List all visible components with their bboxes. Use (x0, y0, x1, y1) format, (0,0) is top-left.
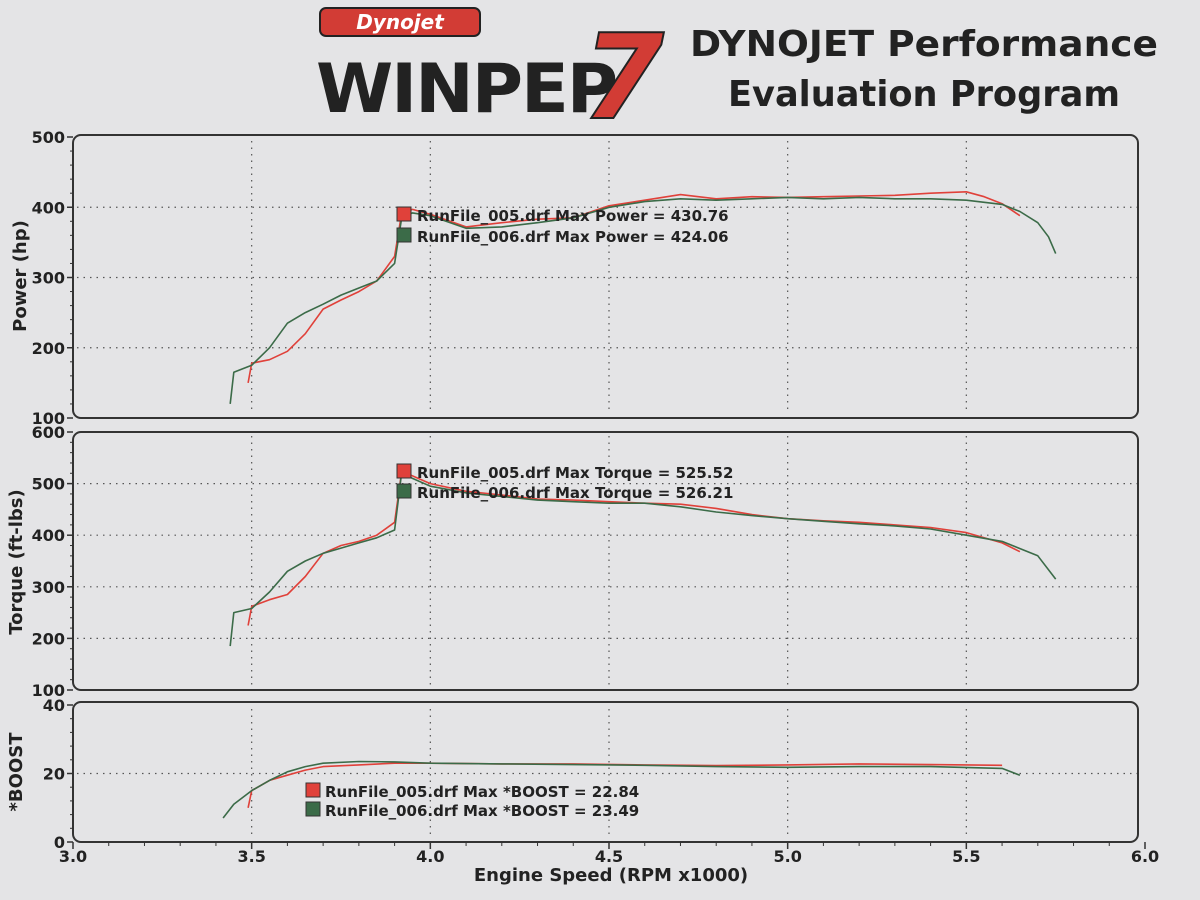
torque-line-run-005 (247, 470, 1021, 626)
logo-brand-badge (319, 7, 481, 37)
power-y-tick-label: 500 (32, 128, 65, 147)
power-series (229, 191, 1057, 404)
winpep-logo: Dynojet WINPEP 7 (316, 7, 665, 147)
torque-y-tick-label: 300 (32, 578, 65, 597)
logo-brand-text: Dynojet (356, 10, 445, 34)
power-grid (77, 141, 1137, 414)
boost-y-axis: 0 20 40 (43, 696, 73, 852)
x-tick-label: 4.5 (595, 847, 623, 866)
torque-y-tick-label: 100 (32, 681, 65, 700)
x-axis-label: Engine Speed (RPM x1000) (474, 865, 748, 886)
x-tick-label: 5.5 (952, 847, 980, 866)
power-y-axis: 100 200 300 400 500 (32, 128, 73, 428)
power-y-tick-label: 300 (32, 269, 65, 288)
torque-line-run-006 (229, 471, 1057, 647)
legend-swatch-run-005 (305, 782, 321, 798)
boost-legend: RunFile_005.drf Max *BOOST = 22.84 RunFi… (305, 782, 639, 820)
tagline-line1: DYNOJET Performance (690, 24, 1158, 65)
boost-y-tick-label: 0 (54, 833, 65, 852)
boost-grid (77, 709, 1137, 838)
boost-panel-frame (72, 701, 1139, 843)
boost-max-run-006: RunFile_006.drf Max *BOOST = 23.49 (325, 802, 639, 820)
legend-swatch-run-006 (396, 483, 412, 499)
power-y-tick-label: 100 (32, 409, 65, 428)
torque-panel: 100 200 300 400 500 600 Torque (ft-lbs) RunFi… (6, 423, 1139, 700)
torque-y-tick-label: 400 (32, 526, 65, 545)
boost-max-run-005: RunFile_005.drf Max *BOOST = 22.84 (325, 783, 639, 801)
legend-swatch-run-006 (396, 227, 412, 243)
torque-y-axis-label: Torque (ft-lbs) (6, 489, 27, 634)
boost-series (222, 760, 1021, 819)
torque-y-axis: 100 200 300 400 500 600 (32, 423, 73, 700)
torque-grid (77, 436, 1137, 686)
torque-max-run-006: RunFile_006.drf Max Torque = 526.21 (417, 484, 733, 502)
torque-y-tick-label: 200 (32, 629, 65, 648)
torque-y-tick-label: 500 (32, 475, 65, 494)
legend-swatch-run-005 (396, 463, 412, 479)
logo-word: WINPEP (316, 50, 616, 129)
torque-legend: RunFile_005.drf Max Torque = 525.52 RunF… (396, 463, 733, 502)
power-max-run-006: RunFile_006.drf Max Power = 424.06 (417, 228, 729, 246)
legend-swatch-run-005 (396, 206, 412, 222)
power-panel: 100 200 300 400 500 Power (hp) RunFile_005.d… (10, 128, 1139, 428)
legend-swatch-run-006 (305, 801, 321, 817)
boost-y-axis-label: *BOOST (6, 732, 27, 812)
torque-series (229, 470, 1057, 647)
x-tick-label: 6.0 (1131, 847, 1159, 866)
x-tick-label: 5.0 (773, 847, 801, 866)
torque-max-run-005: RunFile_005.drf Max Torque = 525.52 (417, 464, 733, 482)
boost-panel: 0 20 40 *BOOST RunFile_005.drf Max *BOOST … (6, 696, 1139, 852)
boost-y-tick-label: 40 (43, 696, 65, 715)
logo-number: 7 (582, 8, 664, 146)
power-y-tick-label: 200 (32, 339, 65, 358)
power-y-axis-label: Power (hp) (10, 220, 31, 332)
torque-y-tick-label: 600 (32, 423, 65, 442)
power-y-tick-label: 400 (32, 198, 65, 217)
boost-y-tick-label: 20 (43, 765, 65, 784)
power-line-run-005 (247, 191, 1021, 384)
x-tick-label: 3.5 (237, 847, 265, 866)
tagline-line2: Evaluation Program (728, 74, 1120, 115)
x-tick-label: 4.0 (416, 847, 444, 866)
power-line-run-006 (229, 196, 1057, 404)
boost-line-run-006 (222, 760, 1021, 819)
power-max-run-005: RunFile_005.drf Max Power = 430.76 (417, 207, 729, 225)
power-legend: RunFile_005.drf Max Power = 430.76 RunFi… (396, 206, 729, 246)
x-axis: 3.0 3.5 4.0 4.5 5.0 5.5 6.0 (59, 842, 1159, 866)
power-panel-frame (72, 134, 1139, 419)
torque-panel-frame (72, 431, 1139, 691)
x-tick-label: 3.0 (59, 847, 87, 866)
